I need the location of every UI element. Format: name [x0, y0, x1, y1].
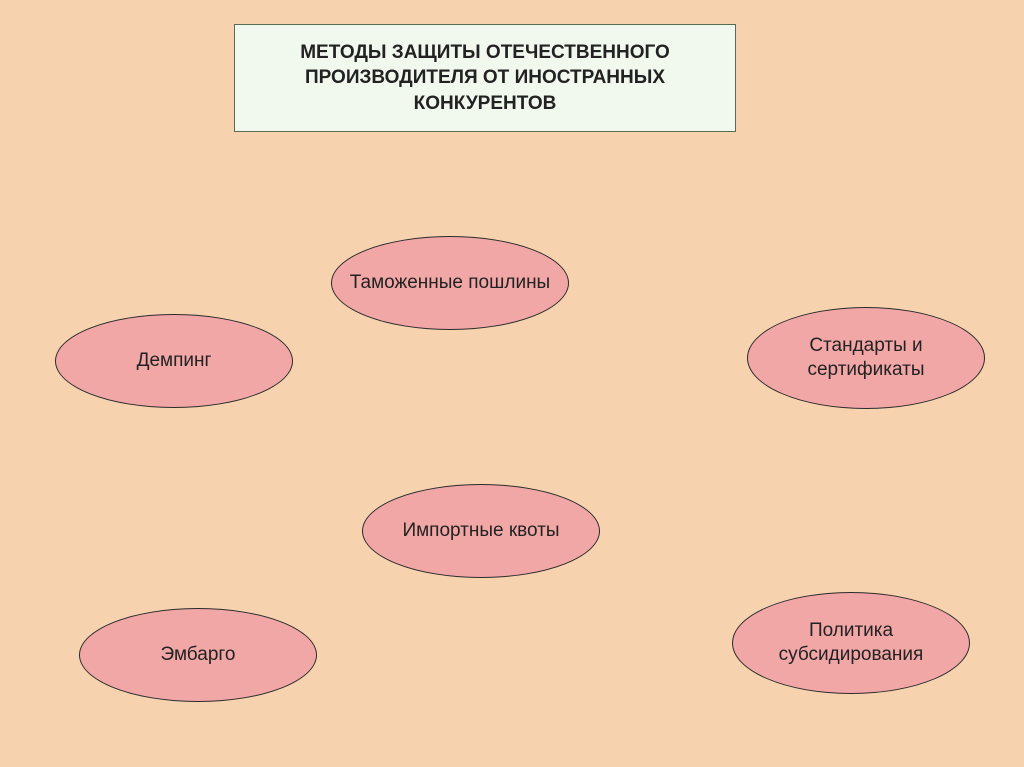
ellipse-tariffs: Таможенные пошлины	[331, 236, 569, 330]
ellipse-label: Политика субсидирования	[743, 619, 959, 667]
title-text: МЕТОДЫ ЗАЩИТЫ ОТЕЧЕСТВЕННОГО ПРОИЗВОДИТЕ…	[235, 40, 735, 117]
ellipse-label: Таможенные пошлины	[350, 271, 550, 295]
ellipse-subsidies: Политика субсидирования	[732, 592, 970, 694]
ellipse-dumping: Демпинг	[55, 314, 293, 408]
ellipse-label: Импортные квоты	[402, 519, 559, 543]
ellipse-label: Демпинг	[137, 349, 212, 373]
diagram-canvas: МЕТОДЫ ЗАЩИТЫ ОТЕЧЕСТВЕННОГО ПРОИЗВОДИТЕ…	[0, 0, 1024, 767]
ellipse-label: Стандарты и сертификаты	[758, 334, 974, 382]
ellipse-embargo: Эмбарго	[79, 608, 317, 702]
title-box: МЕТОДЫ ЗАЩИТЫ ОТЕЧЕСТВЕННОГО ПРОИЗВОДИТЕ…	[234, 24, 736, 132]
ellipse-quotas: Импортные квоты	[362, 484, 600, 578]
ellipse-standards: Стандарты и сертификаты	[747, 307, 985, 409]
ellipse-label: Эмбарго	[161, 643, 236, 667]
